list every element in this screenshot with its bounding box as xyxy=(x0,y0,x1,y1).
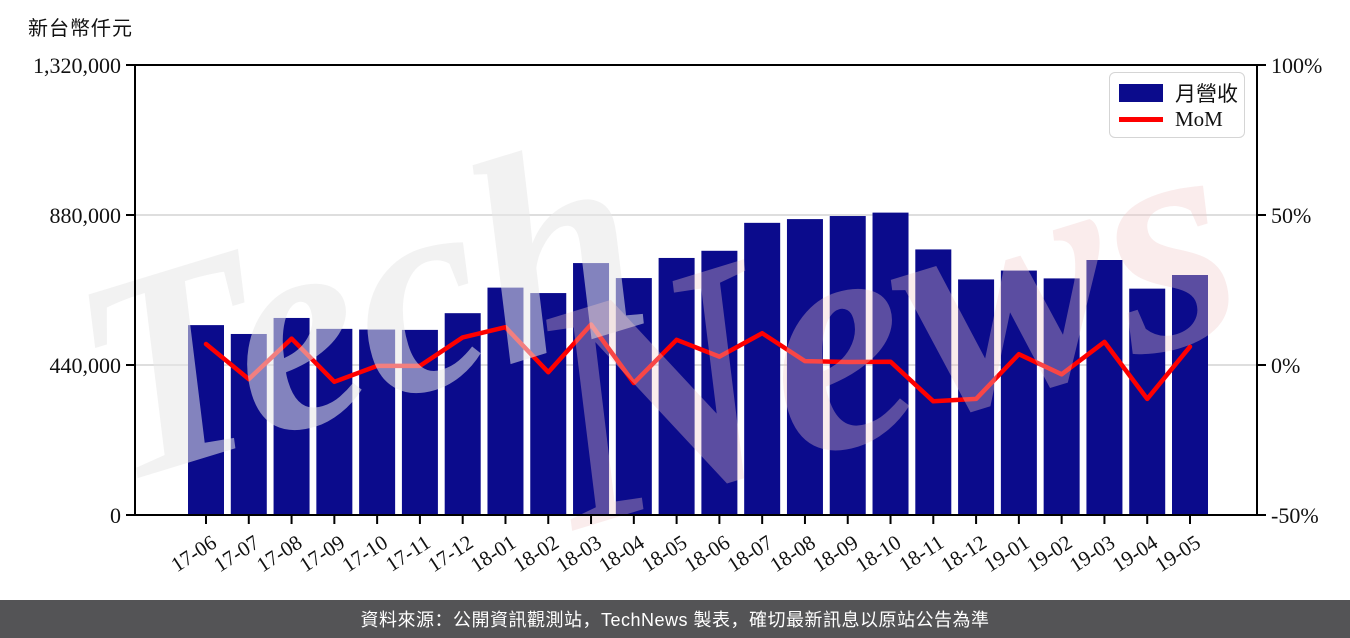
bar-18-11 xyxy=(915,249,952,515)
bar-19-03 xyxy=(1086,260,1123,515)
source-footer: 資料來源：公開資訊觀測站，TechNews 製表，確切最新訊息以原站公告為準 xyxy=(0,600,1350,638)
left-tick-label-1320000: 1,320,000 xyxy=(33,53,121,78)
x-tick-label-17-11: 17-11 xyxy=(381,530,435,576)
bar-19-02 xyxy=(1043,278,1080,515)
x-tick-label-18-11: 18-11 xyxy=(895,530,949,576)
chart-canvas: TechNews0440,000880,0001,320,000-50%0%50… xyxy=(33,51,1322,599)
bar-18-06 xyxy=(701,250,738,515)
legend-item-mom: MoM xyxy=(1119,106,1244,133)
bar-18-09 xyxy=(829,216,866,516)
right-tick-label-100: 100% xyxy=(1271,53,1322,78)
bar-18-02 xyxy=(530,293,567,515)
plot-frame xyxy=(134,64,1258,516)
right-tick-label--50: -50% xyxy=(1271,503,1319,528)
bar-18-04 xyxy=(615,278,652,515)
bar-19-01 xyxy=(1000,270,1037,515)
bar-17-06 xyxy=(188,325,224,515)
x-tick-label-19-05: 19-05 xyxy=(1151,530,1205,577)
bar-19-04 xyxy=(1129,288,1166,515)
bar-19-05 xyxy=(1172,275,1208,515)
legend-label-revenue: 月營收 xyxy=(1175,81,1238,106)
bar-17-07 xyxy=(230,333,267,515)
bar-18-07 xyxy=(744,222,781,515)
bar-17-11 xyxy=(401,329,438,515)
bar-18-05 xyxy=(658,257,695,515)
legend: 月營收 MoM xyxy=(1109,72,1245,138)
revenue-bar-swatch xyxy=(1119,83,1163,102)
bar-17-09 xyxy=(316,328,353,515)
mom-line-swatch xyxy=(1119,117,1163,122)
bar-17-10 xyxy=(359,329,396,515)
legend-item-revenue: 月營收 xyxy=(1119,79,1244,106)
left-tick-label-440000: 440,000 xyxy=(50,353,122,378)
right-tick-label-50: 50% xyxy=(1271,203,1311,228)
left-tick-label-0: 0 xyxy=(110,503,121,528)
left-tick-label-880000: 880,000 xyxy=(50,203,122,228)
y-axis-title: 新台幣仟元 xyxy=(28,18,133,40)
bar-18-03 xyxy=(573,263,610,515)
right-tick-label-0: 0% xyxy=(1271,353,1300,378)
legend-label-mom: MoM xyxy=(1175,107,1223,131)
bar-18-08 xyxy=(786,219,823,515)
mom-line xyxy=(203,322,1193,404)
